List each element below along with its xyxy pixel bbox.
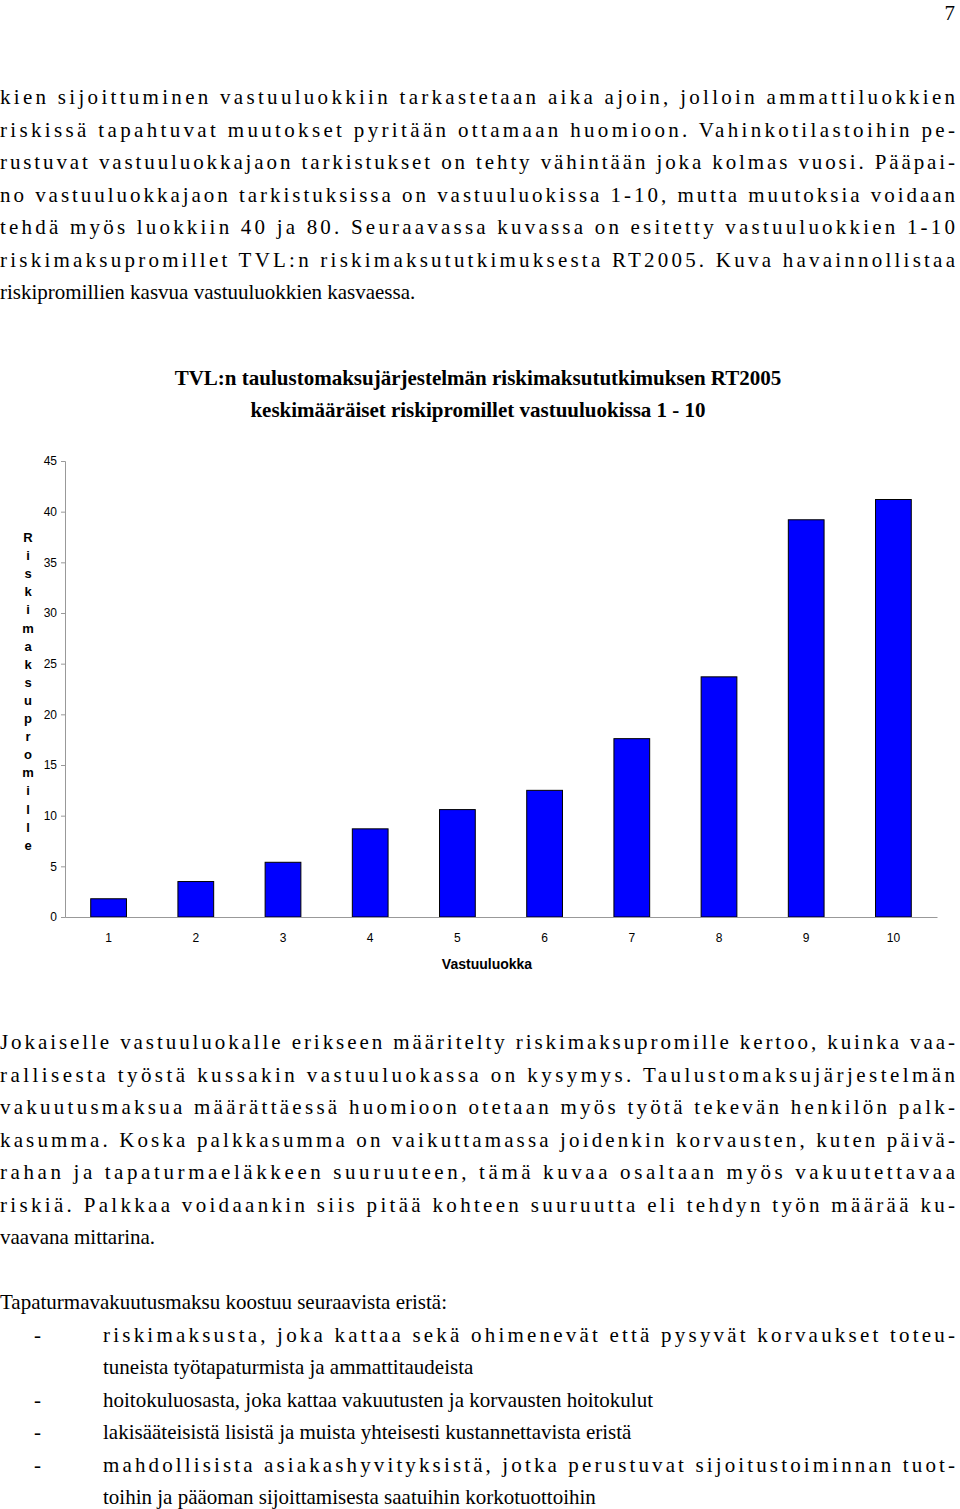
tick: 6 xyxy=(541,931,548,945)
text-line: kien sijoittuminen vastuuluokkiin tarkas… xyxy=(0,85,955,109)
list-marker: - xyxy=(34,1453,41,1477)
tick-mark xyxy=(61,765,65,766)
text-line: tehdä myös luokkiin 40 ja 80. Seuraavass… xyxy=(0,215,955,239)
text-line: hoitokuluosasta, joka kattaa vakuutusten… xyxy=(103,1388,653,1412)
tick-label: 5 xyxy=(454,931,461,945)
tick: 7 xyxy=(628,931,635,945)
tick: 2 xyxy=(192,931,199,945)
tick: 25 xyxy=(44,657,65,671)
list-marker: - xyxy=(34,1323,41,1347)
x-axis-title: Vastuuluokka xyxy=(442,956,532,972)
text-line: tuneista työtapaturmista ja ammattitaude… xyxy=(103,1355,474,1379)
chart-title: TVL:n taulustomaksujärjestelmän riskimak… xyxy=(175,366,782,390)
tick: 5 xyxy=(454,931,461,945)
text-line: rallisesta työstä kussakin vastuuluokass… xyxy=(0,1063,955,1087)
list-marker: - xyxy=(34,1420,41,1444)
tick: 45 xyxy=(44,454,65,468)
bar xyxy=(527,790,563,917)
text-line: vaavana mittarina. xyxy=(0,1225,155,1249)
tick: 5 xyxy=(50,860,65,874)
x-axis: 1 2 3 4 5 6 7 8 9 10 xyxy=(66,918,938,945)
axis-line xyxy=(66,917,938,918)
list-marker: - xyxy=(34,1388,41,1412)
tick-label: 30 xyxy=(44,606,58,620)
tick: 15 xyxy=(44,758,65,772)
tick-mark xyxy=(61,613,65,614)
tick-label: 25 xyxy=(44,657,58,671)
tick-mark xyxy=(61,917,65,918)
bar xyxy=(876,500,912,917)
y-axis: 0 5 10 15 20 25 30 35 40 45 xyxy=(44,454,66,924)
bar xyxy=(91,899,127,917)
tick: 35 xyxy=(44,556,65,570)
tick-label: 40 xyxy=(44,505,58,519)
bar xyxy=(614,739,650,917)
tick-label: 2 xyxy=(192,931,199,945)
bar xyxy=(352,829,388,917)
tick-mark xyxy=(61,664,65,665)
tick: 4 xyxy=(367,931,374,945)
bar xyxy=(178,882,214,917)
text-line: riskimaksusta, joka kattaa sekä ohimenev… xyxy=(103,1323,955,1347)
bar xyxy=(440,810,476,917)
page: 7 kien sijoittuminen vastuuluokkiin tarka… xyxy=(0,0,960,1509)
tick-label: 35 xyxy=(44,556,58,570)
tick-mark xyxy=(61,512,65,513)
tick-label: 4 xyxy=(367,931,374,945)
text-line: riskipromillien kasvua vastuuluokkien ka… xyxy=(0,280,415,304)
list-heading: Tapaturmavakuutusmaksu koostuu seuraavis… xyxy=(0,1290,447,1314)
text-line: no vastuuluokkajaon tarkistuksissa on va… xyxy=(0,183,955,207)
tick-label: 0 xyxy=(50,910,57,924)
bar xyxy=(788,520,824,917)
tick: 9 xyxy=(803,931,810,945)
tick-mark xyxy=(61,816,65,817)
text-line: vakuutusmaksua määrättäessä huomioon ote… xyxy=(0,1095,955,1119)
tick: 10 xyxy=(44,809,65,823)
bar xyxy=(701,677,737,917)
tick-label: 45 xyxy=(44,454,58,468)
tick-mark xyxy=(61,866,65,867)
tick-label: 8 xyxy=(716,931,723,945)
tick: 1 xyxy=(105,931,112,945)
tick: 8 xyxy=(716,931,723,945)
text-line: Jokaiselle vastuuluokalle erikseen määri… xyxy=(0,1030,955,1054)
text-line: riskiä. Palkkaa voidaankin siis pitää ko… xyxy=(0,1193,955,1217)
text-line: kasumma. Koska palkkasumma on vaikuttama… xyxy=(0,1128,955,1152)
text-line: lakisääteisistä lisistä ja muista yhteis… xyxy=(103,1420,632,1444)
tick: 30 xyxy=(44,606,65,620)
bars xyxy=(91,500,912,917)
page-number: 7 xyxy=(945,1,956,25)
tick: 40 xyxy=(44,505,65,519)
tick-label: 9 xyxy=(803,931,810,945)
tick-label: 20 xyxy=(44,708,58,722)
y-axis-title: Riskimaksupromille xyxy=(22,530,34,853)
tick-label: 10 xyxy=(44,809,58,823)
tick-label: 7 xyxy=(628,931,635,945)
tick: 0 xyxy=(50,910,65,924)
tick-mark xyxy=(61,714,65,715)
tick-label: 5 xyxy=(50,860,57,874)
text-line: riskimaksupromillet TVL:n riskimaksututk… xyxy=(0,248,956,272)
bar xyxy=(265,862,301,917)
tick: 3 xyxy=(280,931,287,945)
axis-line xyxy=(61,462,66,918)
text-line: rustuvat vastuuluokkajaon tarkistukset o… xyxy=(0,150,955,174)
text-line: toihin ja pääoman sijoittamisesta saatui… xyxy=(103,1485,596,1509)
tick-label: 6 xyxy=(541,931,548,945)
tick-mark xyxy=(61,461,65,462)
text-line: rahan ja tapaturmaeläkkeen suuruuteen, t… xyxy=(0,1160,956,1184)
tick: 20 xyxy=(44,708,65,722)
tick-label: 15 xyxy=(44,758,58,772)
tick-label: 1 xyxy=(105,931,112,945)
text-line: riskissä tapahtuvat muutokset pyritään o… xyxy=(0,118,955,142)
text-line: mahdollisista asiakashyvityksistä, jotka… xyxy=(103,1453,955,1477)
tick-label: 10 xyxy=(887,931,901,945)
tick: 10 xyxy=(887,931,901,945)
chart-title: keskimääräiset riskipromillet vastuuluok… xyxy=(250,398,705,422)
tick-mark xyxy=(61,562,65,563)
tick-label: 3 xyxy=(280,931,287,945)
